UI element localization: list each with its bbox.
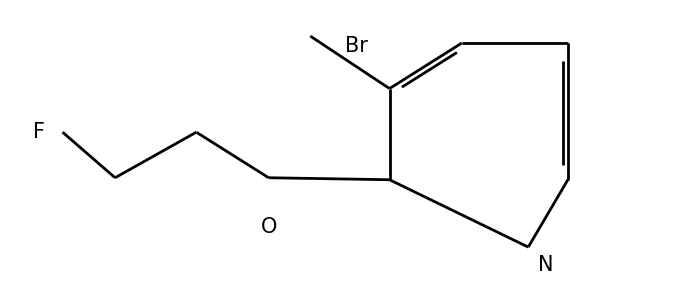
Text: N: N <box>538 255 554 275</box>
Text: O: O <box>260 217 277 237</box>
Text: Br: Br <box>345 36 368 56</box>
Text: F: F <box>33 122 45 142</box>
